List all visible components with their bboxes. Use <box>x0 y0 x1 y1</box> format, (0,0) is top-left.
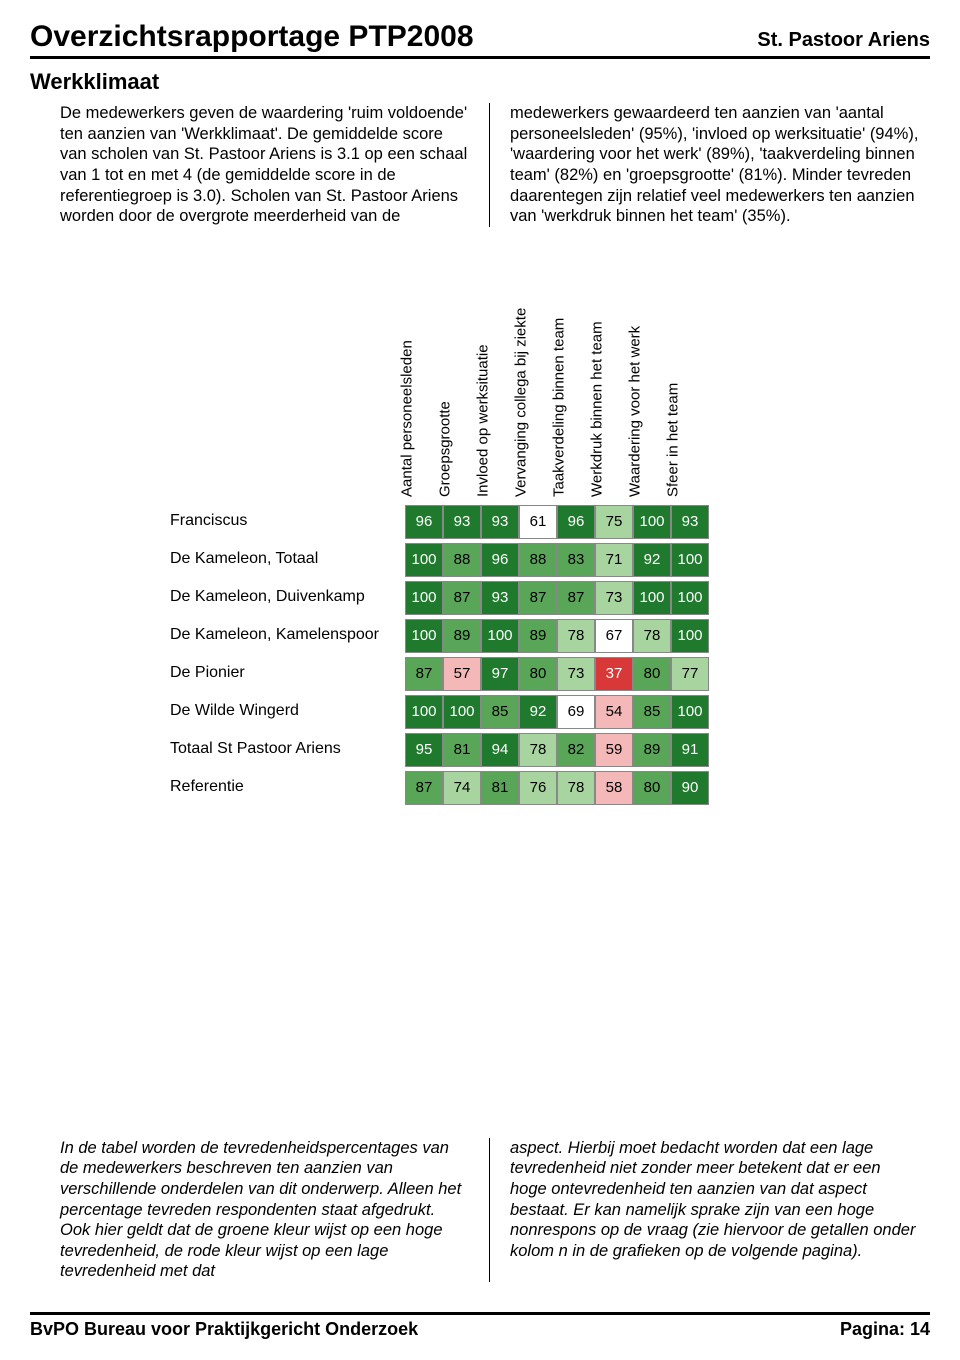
heatmap-cell: 100 <box>481 619 519 653</box>
column-headers: Aantal personeelsledenGroepsgrootteInvlo… <box>405 287 930 497</box>
table-row: De Kameleon, Duivenkamp10087938787731001… <box>170 581 930 619</box>
table-row: Franciscus96939361967510093 <box>170 505 930 543</box>
row-label: De Kameleon, Kamelenspoor <box>170 626 405 650</box>
row-label: Totaal St Pastoor Ariens <box>170 740 405 764</box>
heatmap-cell: 100 <box>671 543 709 577</box>
footer-page: Pagina: 14 <box>840 1319 930 1340</box>
heatmap-table: Aantal personeelsledenGroepsgrootteInvlo… <box>170 287 930 809</box>
heatmap-cell: 89 <box>443 619 481 653</box>
heatmap-cell: 80 <box>633 657 671 691</box>
heatmap-cell: 59 <box>595 733 633 767</box>
heatmap-cell: 80 <box>633 771 671 805</box>
row-label: De Pionier <box>170 664 405 688</box>
heatmap-cell: 89 <box>633 733 671 767</box>
table-row: De Pionier8757978073378077 <box>170 657 930 695</box>
row-label: De Kameleon, Totaal <box>170 550 405 574</box>
heatmap-cell: 100 <box>405 695 443 729</box>
heatmap-cell: 57 <box>443 657 481 691</box>
heatmap-cell: 87 <box>443 581 481 615</box>
heatmap-cell: 91 <box>671 733 709 767</box>
heatmap-cell: 85 <box>633 695 671 729</box>
heatmap-cell: 73 <box>595 581 633 615</box>
heatmap-cell: 83 <box>557 543 595 577</box>
heatmap-cell: 100 <box>405 581 443 615</box>
heatmap-cell: 78 <box>557 771 595 805</box>
heatmap-cell: 88 <box>519 543 557 577</box>
heatmap-cell: 100 <box>405 619 443 653</box>
header: Overzichtsrapportage PTP2008 St. Pastoor… <box>30 20 930 59</box>
heatmap-cell: 100 <box>443 695 481 729</box>
heatmap-cell: 74 <box>443 771 481 805</box>
heatmap-cell: 69 <box>557 695 595 729</box>
heatmap-cell: 90 <box>671 771 709 805</box>
table-row: De Kameleon, Totaal100889688837192100 <box>170 543 930 581</box>
table-row: De Wilde Wingerd1001008592695485100 <box>170 695 930 733</box>
footer-explainer: In de tabel worden de tevredenheidsperce… <box>60 1138 920 1282</box>
row-label: Franciscus <box>170 512 405 536</box>
heatmap-cell: 92 <box>519 695 557 729</box>
heatmap-cell: 82 <box>557 733 595 767</box>
heatmap-cell: 100 <box>405 543 443 577</box>
heatmap-cell: 75 <box>595 505 633 539</box>
heatmap-cell: 100 <box>671 581 709 615</box>
table-row: De Kameleon, Kamelenspoor100891008978677… <box>170 619 930 657</box>
heatmap-cell: 77 <box>671 657 709 691</box>
heatmap-cell: 58 <box>595 771 633 805</box>
table-row: Totaal St Pastoor Ariens9581947882598991 <box>170 733 930 771</box>
heatmap-cell: 100 <box>633 505 671 539</box>
heatmap-cell: 87 <box>557 581 595 615</box>
intro-text: De medewerkers geven de waardering 'ruim… <box>60 103 920 227</box>
heatmap-cell: 100 <box>633 581 671 615</box>
heatmap-cell: 76 <box>519 771 557 805</box>
heatmap-cell: 67 <box>595 619 633 653</box>
heatmap-cell: 87 <box>519 581 557 615</box>
report-title: Overzichtsrapportage PTP2008 <box>30 20 474 54</box>
heatmap-cell: 61 <box>519 505 557 539</box>
footer-text-right: aspect. Hierbij moet bedacht worden dat … <box>490 1138 920 1282</box>
footer-text-left: In de tabel worden de tevredenheidsperce… <box>60 1138 490 1282</box>
heatmap-cell: 96 <box>557 505 595 539</box>
intro-right: medewerkers gewaardeerd ten aanzien van … <box>490 103 920 227</box>
section-title: Werkklimaat <box>30 69 930 95</box>
table-row: Referentie8774817678588090 <box>170 771 930 809</box>
data-rows: Franciscus96939361967510093De Kameleon, … <box>170 505 930 809</box>
footer-org: BvPO Bureau voor Praktijkgericht Onderzo… <box>30 1319 418 1340</box>
heatmap-cell: 93 <box>443 505 481 539</box>
heatmap-cell: 94 <box>481 733 519 767</box>
heatmap-cell: 81 <box>481 771 519 805</box>
heatmap-cell: 93 <box>481 581 519 615</box>
heatmap-cell: 78 <box>557 619 595 653</box>
heatmap-cell: 88 <box>443 543 481 577</box>
heatmap-cell: 93 <box>671 505 709 539</box>
heatmap-cell: 95 <box>405 733 443 767</box>
heatmap-cell: 96 <box>405 505 443 539</box>
row-label: De Wilde Wingerd <box>170 702 405 726</box>
row-label: Referentie <box>170 778 405 802</box>
heatmap-cell: 87 <box>405 771 443 805</box>
heatmap-cell: 81 <box>443 733 481 767</box>
row-label: De Kameleon, Duivenkamp <box>170 588 405 612</box>
heatmap-cell: 96 <box>481 543 519 577</box>
heatmap-cell: 54 <box>595 695 633 729</box>
school-name: St. Pastoor Ariens <box>757 29 930 52</box>
heatmap-cell: 85 <box>481 695 519 729</box>
heatmap-cell: 78 <box>519 733 557 767</box>
heatmap-cell: 87 <box>405 657 443 691</box>
heatmap-cell: 89 <box>519 619 557 653</box>
heatmap-cell: 97 <box>481 657 519 691</box>
heatmap-cell: 92 <box>633 543 671 577</box>
heatmap-cell: 78 <box>633 619 671 653</box>
heatmap-cell: 73 <box>557 657 595 691</box>
page-footer: BvPO Bureau voor Praktijkgericht Onderzo… <box>30 1312 930 1340</box>
heatmap-cell: 71 <box>595 543 633 577</box>
heatmap-cell: 100 <box>671 619 709 653</box>
heatmap-cell: 93 <box>481 505 519 539</box>
intro-left: De medewerkers geven de waardering 'ruim… <box>60 103 490 227</box>
heatmap-cell: 80 <box>519 657 557 691</box>
heatmap-cell: 37 <box>595 657 633 691</box>
heatmap-cell: 100 <box>671 695 709 729</box>
